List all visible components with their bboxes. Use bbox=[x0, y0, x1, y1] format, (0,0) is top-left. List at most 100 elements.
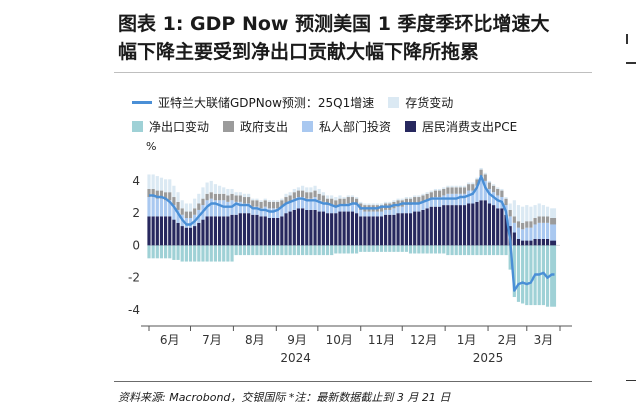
bar-inventory bbox=[259, 200, 263, 202]
bar-consumption bbox=[379, 216, 384, 246]
bar-consumption bbox=[525, 240, 529, 246]
bar-inventory bbox=[276, 200, 280, 202]
bar-private_investment bbox=[251, 206, 255, 215]
bar-private_investment bbox=[147, 197, 151, 217]
bar-government bbox=[313, 190, 317, 198]
bar-consumption bbox=[375, 216, 379, 246]
bar-private_investment bbox=[508, 216, 512, 227]
bar-private_investment bbox=[188, 218, 193, 228]
bar-inventory bbox=[454, 185, 458, 188]
bar-net_exports bbox=[296, 245, 301, 256]
bar-consumption bbox=[487, 203, 492, 246]
bar-private_investment bbox=[284, 203, 288, 214]
bar-government bbox=[467, 184, 471, 191]
bar-government bbox=[433, 190, 438, 198]
bar-inventory bbox=[521, 206, 525, 223]
bar-government bbox=[147, 188, 151, 198]
bar-consumption bbox=[226, 216, 230, 246]
bar-consumption bbox=[552, 240, 557, 246]
bar-government bbox=[334, 200, 338, 207]
bar-consumption bbox=[284, 213, 288, 246]
bar-net_exports bbox=[309, 245, 313, 256]
legend-item-government: 政府支出 bbox=[223, 118, 288, 135]
bar-inventory bbox=[184, 203, 188, 212]
legend-item-consumption: 居民消费支出PCE bbox=[405, 118, 517, 135]
bar-private_investment bbox=[359, 209, 363, 217]
bar-net_exports bbox=[271, 245, 276, 256]
bar-net_exports bbox=[338, 245, 342, 254]
bar-government bbox=[251, 200, 255, 207]
bar-private_investment bbox=[309, 198, 313, 210]
bar-private_investment bbox=[255, 206, 259, 215]
bar-private_investment bbox=[342, 205, 346, 212]
bar-net_exports bbox=[350, 245, 355, 254]
bar-net_exports bbox=[496, 245, 500, 256]
bar-inventory bbox=[516, 205, 521, 222]
bar-consumption bbox=[521, 240, 525, 246]
bar-inventory bbox=[168, 179, 172, 193]
bar-government bbox=[284, 197, 288, 204]
bar-inventory bbox=[317, 188, 321, 194]
bar-government bbox=[172, 197, 176, 206]
bar-consumption bbox=[276, 218, 280, 246]
bar-private_investment bbox=[421, 201, 425, 210]
x-month-label: 9月 bbox=[287, 333, 307, 347]
bar-private_investment bbox=[408, 205, 413, 214]
bar-government bbox=[529, 221, 533, 228]
bar-consumption bbox=[176, 222, 180, 246]
bar-government bbox=[292, 192, 296, 199]
bar-private_investment bbox=[537, 222, 541, 239]
bar-net_exports bbox=[317, 245, 321, 256]
bar-inventory bbox=[550, 208, 554, 218]
bar-inventory bbox=[325, 195, 330, 199]
bar-inventory bbox=[450, 185, 454, 188]
bar-net_exports bbox=[413, 245, 417, 254]
bar-consumption bbox=[267, 218, 271, 246]
bar-net_exports bbox=[164, 245, 168, 259]
bar-net_exports bbox=[172, 245, 176, 260]
bar-net_exports bbox=[242, 245, 247, 256]
bar-government bbox=[151, 188, 155, 198]
bar-inventory bbox=[404, 197, 408, 199]
bar-net_exports bbox=[438, 245, 442, 254]
bar-net_exports bbox=[251, 245, 255, 256]
bar-inventory bbox=[367, 203, 371, 206]
bar-inventory bbox=[147, 174, 151, 189]
bar-government bbox=[321, 195, 325, 202]
bar-private_investment bbox=[238, 201, 242, 214]
bar-inventory bbox=[280, 198, 284, 201]
bar-government bbox=[552, 218, 557, 225]
bar-net_exports bbox=[197, 245, 201, 262]
bar-government bbox=[301, 190, 305, 198]
bar-consumption bbox=[234, 214, 238, 246]
bar-consumption bbox=[359, 216, 363, 246]
x-month-label: 6月 bbox=[160, 333, 180, 347]
bar-government bbox=[325, 198, 330, 206]
bar-consumption bbox=[255, 214, 259, 246]
bar-inventory bbox=[321, 192, 325, 196]
bar-government bbox=[197, 203, 201, 210]
bar-inventory bbox=[342, 197, 346, 199]
bar-net_exports bbox=[367, 245, 371, 252]
bar-private_investment bbox=[545, 222, 550, 239]
bar-government bbox=[525, 221, 529, 228]
bar-government bbox=[417, 197, 421, 204]
bar-government bbox=[164, 192, 168, 201]
bar-net_exports bbox=[147, 245, 151, 259]
bar-net_exports bbox=[458, 245, 462, 256]
bar-private_investment bbox=[350, 203, 355, 212]
bar-inventory bbox=[408, 197, 413, 199]
bar-consumption bbox=[475, 201, 479, 246]
bar-private_investment bbox=[512, 222, 516, 233]
bar-net_exports bbox=[334, 245, 338, 254]
bar-private_investment bbox=[483, 180, 487, 201]
bar-private_investment bbox=[296, 197, 301, 209]
bar-private_investment bbox=[305, 198, 309, 210]
bar-government bbox=[205, 193, 209, 201]
bar-inventory bbox=[284, 193, 288, 198]
bar-net_exports bbox=[487, 245, 492, 256]
bar-net_exports bbox=[354, 245, 359, 254]
bar-inventory bbox=[234, 192, 238, 196]
bar-inventory bbox=[471, 182, 475, 185]
bar-net_exports bbox=[384, 245, 388, 252]
